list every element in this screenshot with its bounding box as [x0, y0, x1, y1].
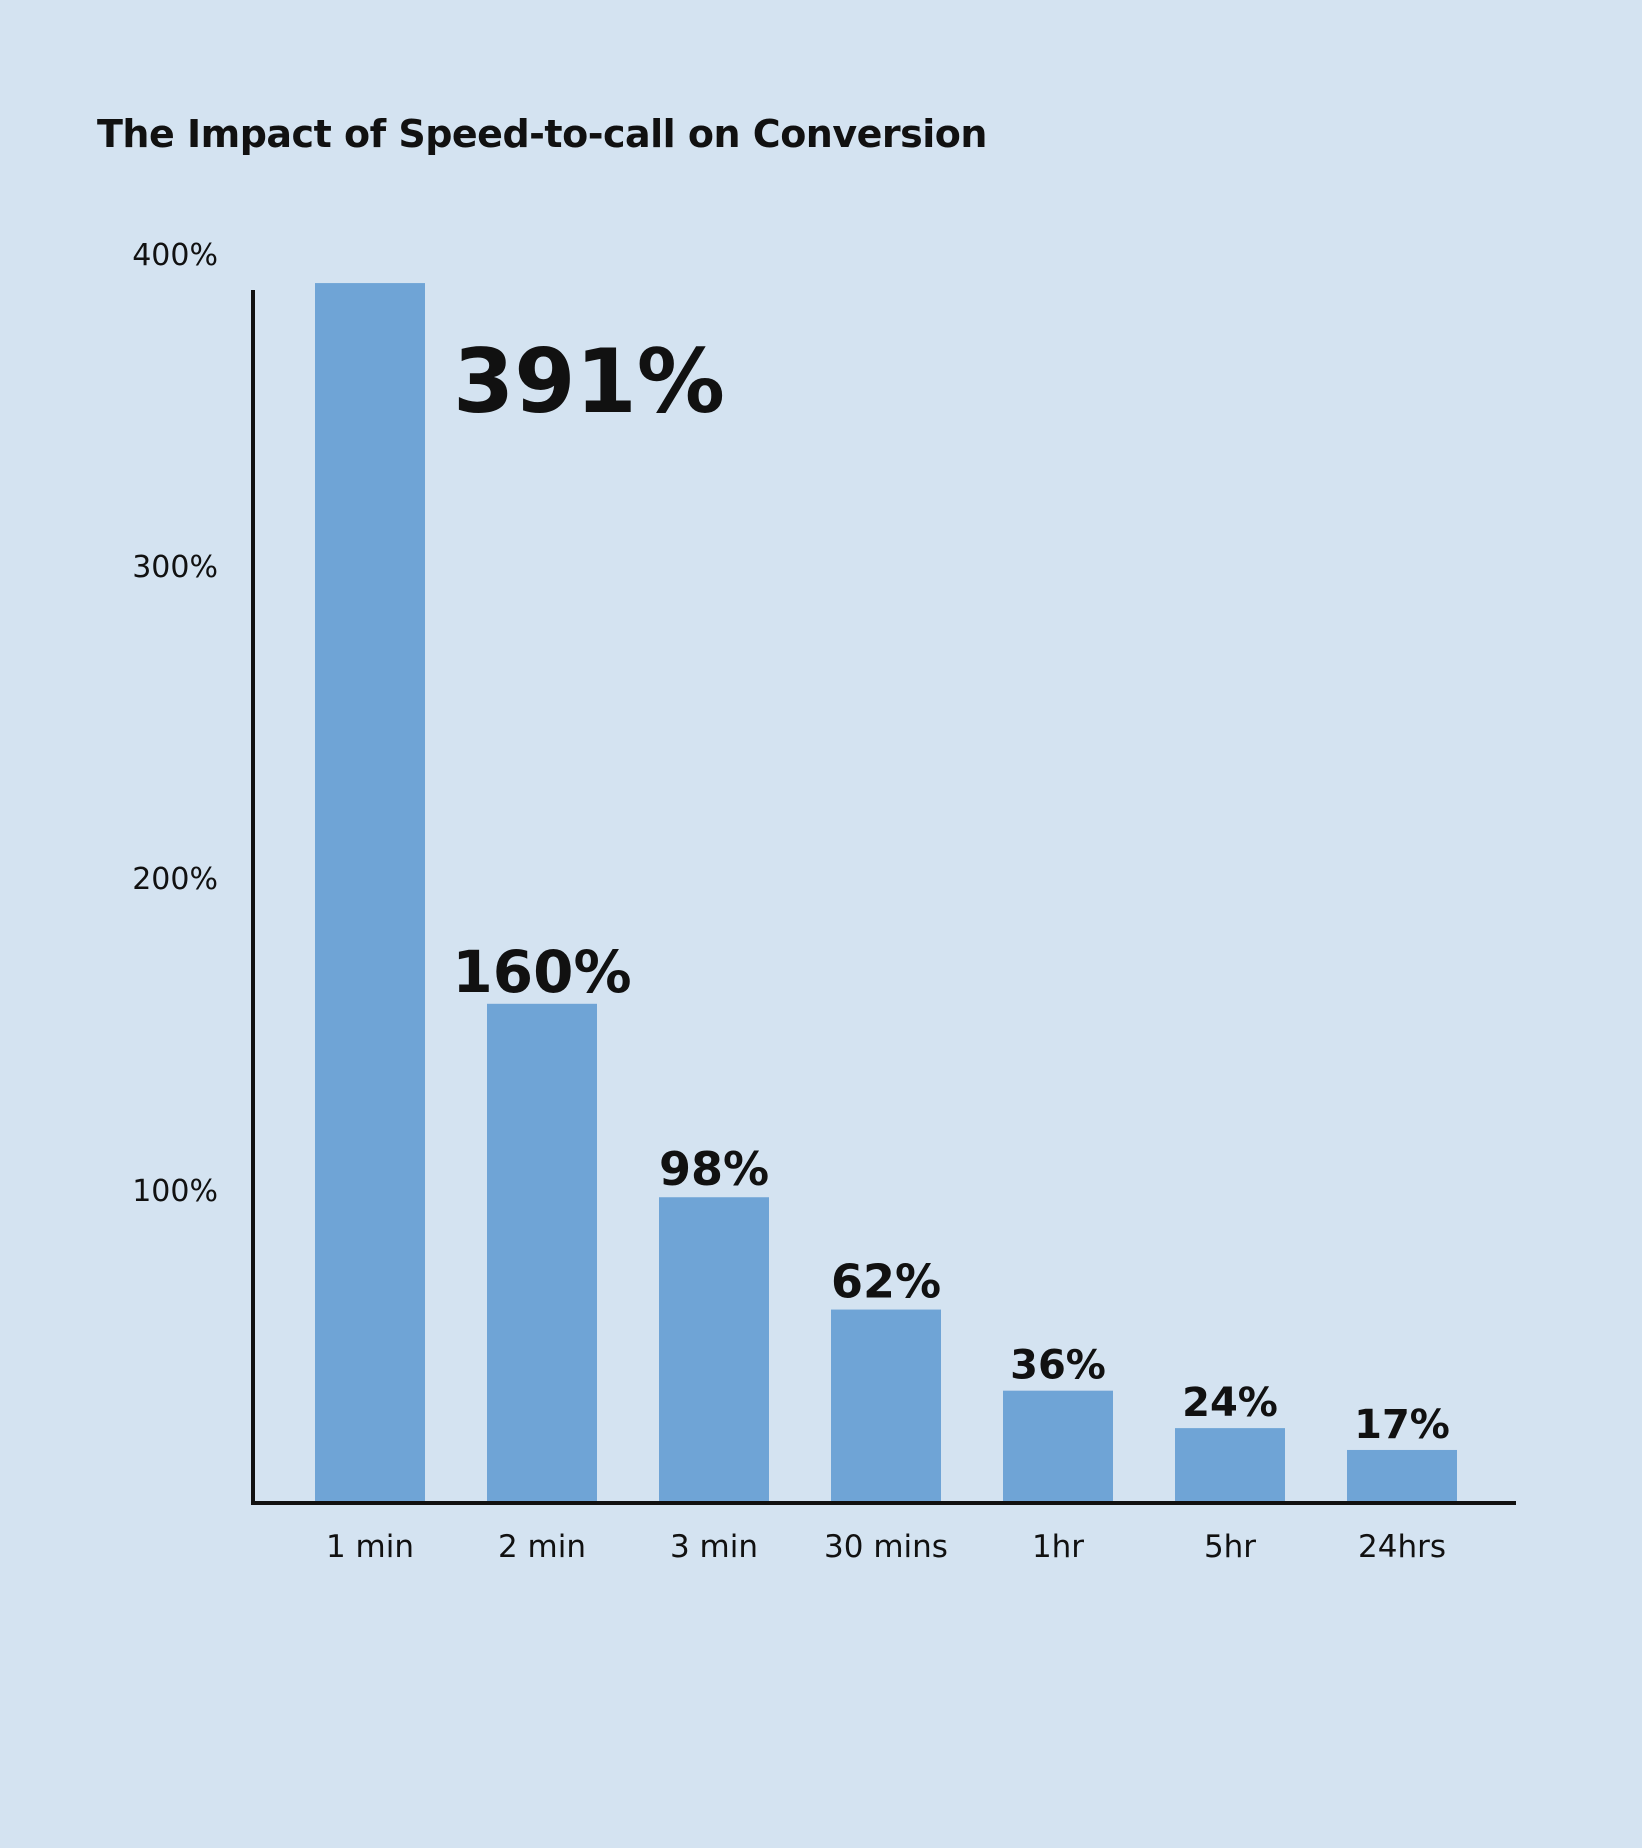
data-label-1-min: 391%	[453, 330, 725, 433]
x-tick-label-5hr: 5hr	[1204, 1529, 1256, 1565]
y-tick-label-300: 300%	[132, 550, 218, 585]
y-tick-label-400: 400%	[132, 238, 218, 273]
data-label-1hr: 36%	[1010, 1343, 1106, 1389]
data-label-5hr: 24%	[1182, 1380, 1278, 1426]
y-axis-ticks: 100% 200% 300% 400%	[132, 238, 218, 1209]
x-tick-label-1-min: 1 min	[326, 1529, 414, 1565]
data-labels-layer: 391% 160% 98% 62% 36% 24% 17%	[452, 330, 1449, 1448]
x-tick-label-2-min: 2 min	[498, 1529, 586, 1565]
data-label-24hrs: 17%	[1354, 1402, 1450, 1448]
data-label-2-min: 160%	[452, 938, 631, 1006]
data-label-30-mins: 62%	[831, 1255, 941, 1309]
bar-30-mins	[831, 1309, 941, 1503]
bars-layer	[315, 283, 1457, 1504]
bar-3-min	[659, 1197, 769, 1503]
bar-1hr	[1003, 1390, 1113, 1503]
y-tick-label-200: 200%	[132, 862, 218, 897]
data-label-3-min: 98%	[659, 1142, 769, 1196]
bar-1-min	[315, 283, 425, 1504]
y-tick-label-100: 100%	[132, 1174, 218, 1209]
x-tick-label-1hr: 1hr	[1032, 1529, 1084, 1565]
x-tick-label-24hrs: 24hrs	[1358, 1529, 1446, 1565]
chart-title: The Impact of Speed-to-call on Conversio…	[97, 112, 987, 156]
bar-24hrs	[1347, 1449, 1457, 1503]
bar-2-min	[487, 1003, 597, 1503]
x-axis-ticks: 1 min 2 min 3 min 30 mins 1hr 5hr 24hrs	[326, 1529, 1446, 1565]
bar-5hr	[1175, 1428, 1285, 1503]
x-tick-label-3-min: 3 min	[670, 1529, 758, 1565]
x-tick-label-30-mins: 30 mins	[824, 1529, 948, 1565]
